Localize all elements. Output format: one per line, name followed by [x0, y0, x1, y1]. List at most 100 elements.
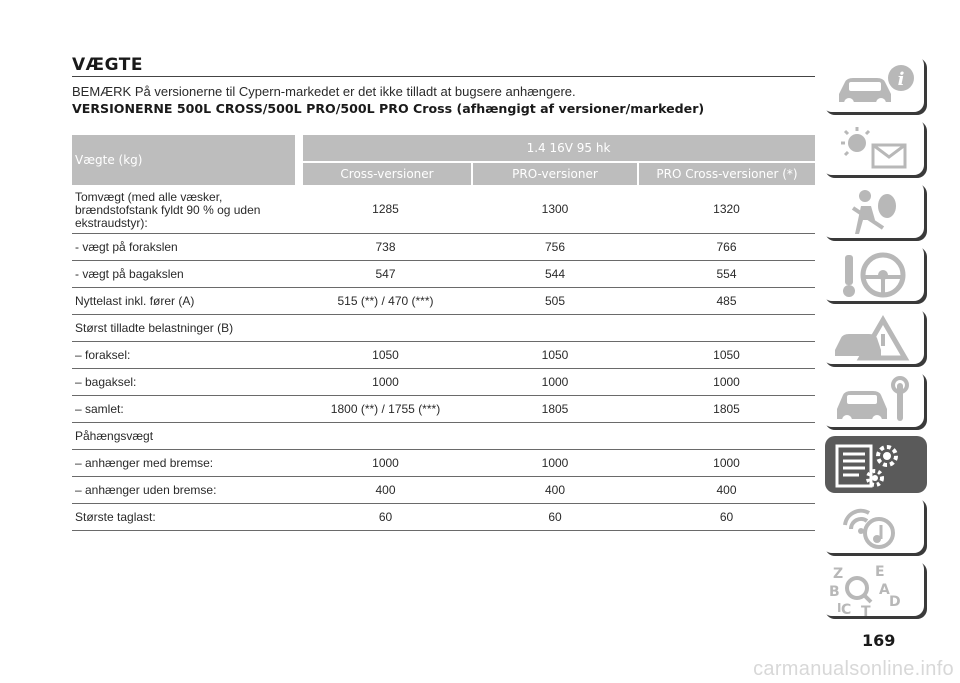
chapter-tab-safety[interactable] — [825, 184, 927, 241]
version-header-pro: PRO-versioner — [472, 162, 639, 185]
weights-header: Vægte (kg) — [72, 135, 303, 185]
row-label: Tomvægt (med alle væsker, brændstofstank… — [72, 185, 299, 234]
svg-text:I: I — [837, 601, 841, 615]
watermark: carmanualsonline.info — [753, 658, 954, 680]
cell-value: 485 — [638, 287, 815, 315]
row-label: – samlet: — [72, 395, 299, 423]
chapter-tab-car-info[interactable]: i — [825, 58, 927, 115]
chapter-tab-emergency[interactable] — [825, 310, 927, 367]
cell-value: 544 — [472, 260, 638, 288]
row-label: - vægt på bagakslen — [72, 260, 299, 288]
table-row: – anhænger med bremse: 1000 1000 1000 — [72, 449, 815, 477]
chapter-tab-service[interactable] — [825, 373, 927, 430]
cell-value: 400 — [638, 476, 815, 504]
svg-text:D: D — [889, 594, 901, 610]
cell-value: 1285 — [299, 185, 472, 234]
row-label: Påhængsvægt — [72, 422, 299, 450]
table-row: Størst tilladte belastninger (B) — [72, 314, 815, 342]
row-label: – foraksel: — [72, 341, 299, 369]
multimedia-icon — [843, 508, 895, 549]
table-row: – foraksel: 1050 1050 1050 — [72, 341, 815, 369]
cell-value: 1800 (**) / 1755 (***) — [299, 395, 472, 423]
cell-value: 400 — [299, 476, 472, 504]
cell-value — [299, 314, 472, 342]
cell-value: 515 (**) / 470 (***) — [299, 287, 472, 315]
cell-value — [472, 422, 638, 450]
cell-value: 1050 — [638, 341, 815, 369]
cell-value: 1000 — [299, 368, 472, 396]
cell-value: 1805 — [472, 395, 638, 423]
chapter-nav: i — [825, 58, 927, 625]
row-label: Størst tilladte belastninger (B) — [72, 314, 299, 342]
cell-value: 1000 — [472, 368, 638, 396]
table-row: Påhængsvægt — [72, 422, 815, 450]
cell-value: 738 — [299, 233, 472, 261]
svg-text:A: A — [879, 582, 890, 598]
row-label: - vægt på forakslen — [72, 233, 299, 261]
engine-header: 1.4 16V 95 hk — [299, 135, 815, 163]
chapter-tab-key-steering[interactable] — [825, 247, 927, 304]
svg-text:B: B — [829, 584, 840, 600]
cell-value — [472, 314, 638, 342]
weights-table: Vægte (kg) 1.4 16V 95 hk Cross-versioner… — [72, 135, 815, 531]
version-header-pro-cross: PRO Cross-versioner (*) — [638, 162, 815, 185]
cell-value — [638, 422, 815, 450]
chapter-tab-technical-specs[interactable] — [825, 436, 927, 493]
svg-text:T: T — [861, 604, 871, 619]
table-row: – anhænger uden bremse: 400 400 400 — [72, 476, 815, 504]
cell-value: 547 — [299, 260, 472, 288]
emergency-triangle-icon — [835, 315, 910, 361]
row-label: – bagaksel: — [72, 368, 299, 396]
svg-text:Z: Z — [833, 566, 843, 582]
table-row: - vægt på bagakslen 547 544 554 — [72, 260, 815, 288]
svg-text:C: C — [841, 602, 851, 618]
cell-value: 766 — [638, 233, 815, 261]
svg-text:E: E — [875, 564, 885, 580]
cell-value: 756 — [472, 233, 638, 261]
chapter-tab-warning-lights[interactable] — [825, 121, 927, 178]
table-row: Nyttelast inkl. fører (A) 515 (**) / 470… — [72, 287, 815, 315]
cell-value: 1050 — [472, 341, 638, 369]
cell-value: 400 — [472, 476, 638, 504]
table-row: Største taglast: 60 60 60 — [72, 503, 815, 531]
cell-value: 1300 — [472, 185, 638, 234]
cell-value: 1320 — [638, 185, 815, 234]
page-number: 169 — [862, 631, 896, 650]
cell-value: 1000 — [299, 449, 472, 477]
cell-value — [638, 314, 815, 342]
cell-value: 554 — [638, 260, 815, 288]
warning-lights-icon — [841, 127, 907, 169]
section-title: VÆGTE — [72, 55, 143, 75]
cyprus-towing-note: BEMÆRK På versionerne til Cypern-markede… — [72, 84, 576, 99]
cell-value: 1000 — [638, 368, 815, 396]
cell-value: 1805 — [638, 395, 815, 423]
cell-value: 60 — [472, 503, 638, 531]
cell-value: 1050 — [299, 341, 472, 369]
weights-table-body: Tomvægt (med alle væsker, brændstofstank… — [72, 185, 815, 531]
chapter-tab-multimedia[interactable] — [825, 499, 927, 556]
svg-text:i: i — [898, 69, 905, 90]
cell-value — [299, 422, 472, 450]
version-header-cross: Cross-versioner — [299, 162, 473, 185]
cell-value: 1000 — [638, 449, 815, 477]
table-row: - vægt på forakslen 738 756 766 — [72, 233, 815, 261]
row-label: Største taglast: — [72, 503, 299, 531]
cell-value: 505 — [472, 287, 638, 315]
title-rule — [72, 76, 815, 77]
table-row: Tomvægt (med alle væsker, brændstofstank… — [72, 185, 815, 234]
key-steering-wheel-icon — [843, 252, 906, 298]
table-row: – samlet: 1800 (**) / 1755 (***) 1805 18… — [72, 395, 815, 423]
row-label: – anhænger uden bremse: — [72, 476, 299, 504]
technical-specs-icon — [835, 444, 898, 488]
car-service-icon — [837, 376, 909, 425]
cell-value: 60 — [638, 503, 815, 531]
row-label: – anhænger med bremse: — [72, 449, 299, 477]
versions-subheading: VERSIONERNE 500L CROSS/500L PRO/500L PRO… — [72, 101, 705, 116]
row-label: Nyttelast inkl. fører (A) — [72, 287, 299, 315]
table-row: – bagaksel: 1000 1000 1000 — [72, 368, 815, 396]
safety-airbag-icon — [851, 190, 896, 234]
cell-value: 60 — [299, 503, 472, 531]
cell-value: 1000 — [472, 449, 638, 477]
